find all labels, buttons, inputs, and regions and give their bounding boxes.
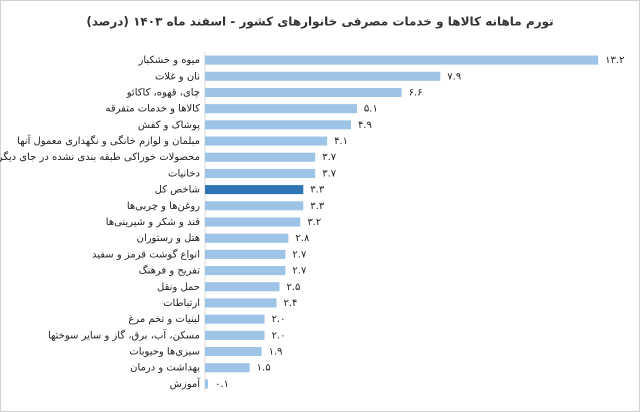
category-label: مسکن، آب، برق، گاز و سایر سوختها [48, 328, 200, 341]
value-label: ۱.۵ [257, 363, 271, 374]
bar [205, 233, 289, 243]
bar [205, 136, 328, 146]
bar [205, 185, 304, 195]
category-label: بهداشت و درمان [130, 363, 200, 374]
category-label: سبزی‌ها وحبوبات [129, 347, 200, 358]
value-label: ۳.۷ [322, 152, 337, 163]
category-label: نان و غلات [155, 71, 200, 82]
bar [205, 104, 357, 114]
value-label: ۴.۹ [358, 120, 372, 131]
category-label: روغن‌ها و چربی‌ها [127, 201, 200, 212]
value-label: ۲.۷ [292, 249, 307, 260]
category-label: دخانیات [168, 168, 200, 179]
value-label: ۵.۱ [364, 104, 378, 115]
value-label: ۷.۹ [447, 71, 461, 82]
value-label: ۲.۴ [283, 298, 297, 309]
value-label: ۲.۰ [272, 314, 286, 325]
value-label: ۳.۳ [310, 201, 325, 212]
value-label: ۲.۰ [272, 330, 286, 341]
bar [205, 55, 599, 65]
bar [205, 249, 286, 259]
category-label: کالاها و خدمات متفرقه [105, 104, 200, 115]
category-label: انواع گوشت قرمز و سفید [92, 248, 200, 260]
bar [205, 120, 351, 130]
category-label: محصولات خوراکی طبقه بندی نشده در جای دیگ… [0, 151, 200, 163]
value-label: ۲.۷ [292, 266, 307, 277]
bar [205, 152, 316, 162]
category-label: پوشاک و کفش [138, 120, 200, 131]
bar [205, 266, 286, 276]
value-label: ۰.۱ [215, 379, 229, 390]
bar [205, 201, 304, 211]
bar [205, 71, 441, 81]
category-label: هتل و رستوران [137, 233, 200, 244]
category-label: ارتباطات [163, 298, 200, 309]
value-label: ۲.۵ [286, 282, 300, 293]
bar [205, 282, 280, 292]
category-label: لبنیات و تخم مرغ [128, 314, 200, 325]
bar [205, 379, 208, 389]
bar [205, 87, 402, 98]
value-label: ۴.۱ [334, 136, 348, 147]
category-label: قند و شکر و شیرینی‌ها [106, 217, 200, 228]
category-label: شاخص کل [155, 185, 200, 196]
chart-title: تورم ماهانه کالاها و خدمات مصرفی خانواره… [86, 15, 553, 30]
bar [205, 168, 316, 178]
bar [205, 314, 265, 324]
bar [205, 330, 265, 340]
category-label: حمل ونقل [157, 282, 200, 293]
value-label: ۲.۸ [295, 233, 310, 244]
category-label: میوه و خشکبار [138, 55, 200, 66]
bar [205, 298, 277, 308]
value-label: ۳.۳ [310, 185, 325, 196]
value-label: ۱.۹ [269, 347, 283, 358]
bar [205, 217, 301, 227]
category-label: تفریح و فرهنگ [139, 265, 201, 277]
bar [205, 363, 250, 373]
bar [205, 346, 262, 357]
category-label: چای، قهوه، کاکائو [126, 87, 200, 98]
value-label: ۶.۶ [409, 87, 423, 98]
value-label: ۱۳.۲ [605, 55, 624, 66]
value-label: ۳.۷ [322, 168, 337, 179]
value-label: ۳.۲ [307, 217, 321, 228]
category-label: مبلمان و لوازم خانگی و نگهداری معمول آنه… [17, 134, 200, 147]
category-label: آموزش [170, 377, 202, 390]
